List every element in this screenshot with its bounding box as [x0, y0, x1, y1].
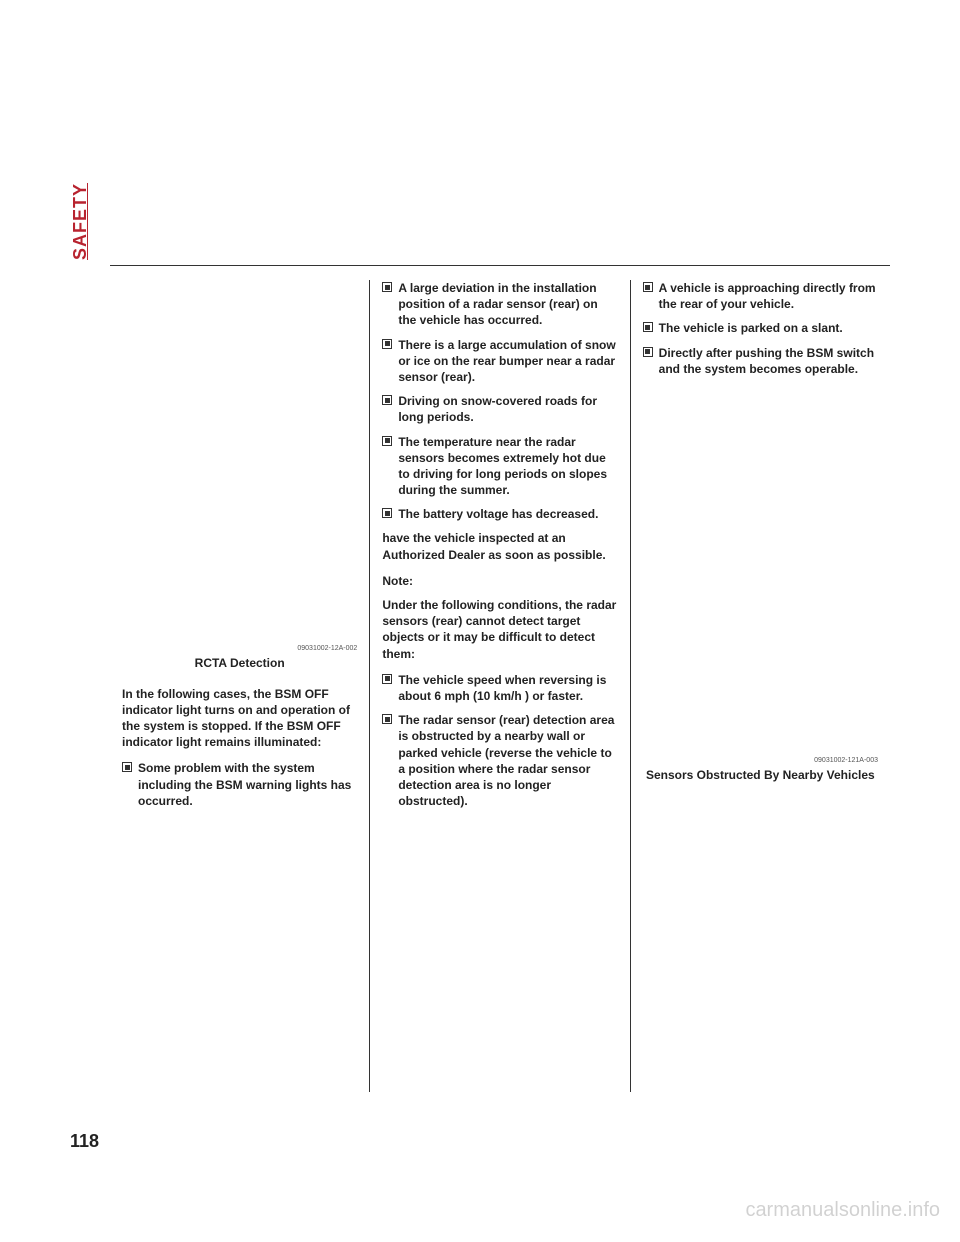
- bullet-text: The battery voltage has decreased.: [398, 506, 617, 522]
- columns: 09031002-12A-002 RCTA Detection In the f…: [110, 280, 890, 1092]
- bullet-icon: [382, 282, 392, 292]
- figure-1-caption: RCTA Detection: [122, 655, 357, 671]
- bullet-text: Directly after pushing the BSM switch an…: [659, 345, 878, 377]
- bullet-icon: [382, 339, 392, 349]
- list-item: The battery voltage has decreased.: [382, 506, 617, 522]
- note-heading: Note:: [382, 573, 617, 589]
- bullet-text: Driving on snow-covered roads for long p…: [398, 393, 617, 425]
- list-item: Directly after pushing the BSM switch an…: [643, 345, 878, 377]
- col2-para: have the vehicle inspected at an Authori…: [382, 530, 617, 562]
- list-item: Some problem with the system including t…: [122, 760, 357, 809]
- bullet-icon: [643, 347, 653, 357]
- watermark: carmanualsonline.info: [745, 1199, 940, 1222]
- bullet-text: The temperature near the radar sensors b…: [398, 434, 617, 499]
- list-item: The vehicle speed when reversing is abou…: [382, 672, 617, 704]
- figure-2-caption: Sensors Obstructed By Nearby Vehicles: [643, 767, 878, 783]
- bullet-icon: [382, 395, 392, 405]
- figure-1-placeholder: [122, 280, 357, 640]
- note-para: Under the following conditions, the rada…: [382, 597, 617, 662]
- list-item: The radar sensor (rear) detection area i…: [382, 712, 617, 809]
- section-tab: SAFETY: [70, 183, 91, 260]
- top-rule: [110, 265, 890, 266]
- page-container: SAFETY 09031002-12A-002 RCTA Detection I…: [0, 0, 960, 1242]
- bullet-icon: [382, 714, 392, 724]
- bullet-text: There is a large accumulation of snow or…: [398, 337, 617, 386]
- col1-intro: In the following cases, the BSM OFF indi…: [122, 686, 357, 751]
- bullet-text: A large deviation in the installation po…: [398, 280, 617, 329]
- bullet-icon: [643, 282, 653, 292]
- bullet-icon: [122, 762, 132, 772]
- bullet-text: The radar sensor (rear) detection area i…: [398, 712, 617, 809]
- figure-2-placeholder: [643, 492, 878, 752]
- bullet-icon: [382, 436, 392, 446]
- list-item: The vehicle is parked on a slant.: [643, 320, 878, 336]
- bullet-icon: [382, 508, 392, 518]
- list-item: The temperature near the radar sensors b…: [382, 434, 617, 499]
- column-1: 09031002-12A-002 RCTA Detection In the f…: [110, 280, 369, 1092]
- list-item: A vehicle is approaching directly from t…: [643, 280, 878, 312]
- bullet-text: A vehicle is approaching directly from t…: [659, 280, 878, 312]
- list-item: Driving on snow-covered roads for long p…: [382, 393, 617, 425]
- bullet-text: The vehicle is parked on a slant.: [659, 320, 878, 336]
- figure-1-id: 09031002-12A-002: [122, 644, 357, 653]
- bullet-text: Some problem with the system including t…: [138, 760, 357, 809]
- page-number: 118: [70, 1131, 99, 1152]
- column-3: A vehicle is approaching directly from t…: [630, 280, 890, 1092]
- list-item: A large deviation in the installation po…: [382, 280, 617, 329]
- bullet-icon: [382, 674, 392, 684]
- bullet-text: The vehicle speed when reversing is abou…: [398, 672, 617, 704]
- list-item: There is a large accumulation of snow or…: [382, 337, 617, 386]
- bullet-icon: [643, 322, 653, 332]
- figure-2-id: 09031002-121A-003: [643, 756, 878, 765]
- column-2: A large deviation in the installation po…: [369, 280, 629, 1092]
